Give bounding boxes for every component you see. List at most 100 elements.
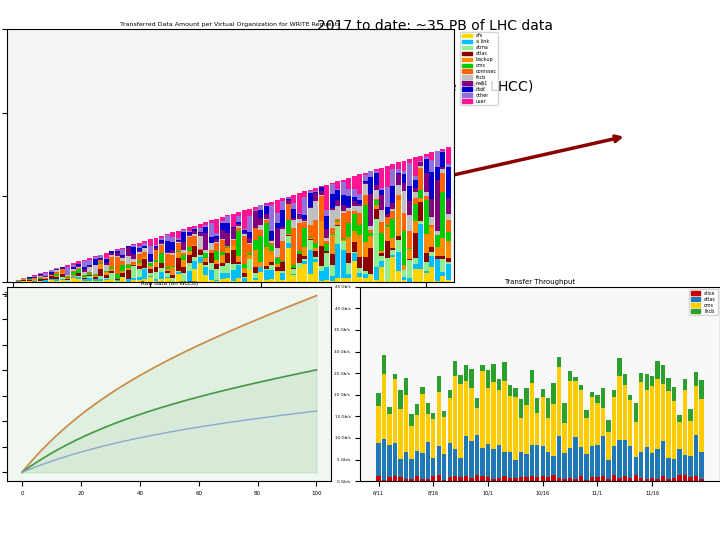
- Bar: [336, 206, 341, 219]
- Bar: [220, 224, 225, 230]
- Bar: [382, 480, 386, 481]
- Bar: [159, 240, 164, 244]
- Bar: [459, 477, 463, 481]
- Bar: [497, 390, 501, 445]
- Bar: [655, 361, 660, 379]
- Bar: [297, 224, 302, 251]
- Bar: [431, 419, 436, 458]
- Bar: [369, 177, 374, 194]
- Bar: [319, 266, 324, 271]
- Bar: [170, 237, 175, 242]
- Bar: [319, 221, 324, 246]
- Bar: [423, 234, 428, 253]
- Bar: [393, 443, 397, 476]
- Bar: [390, 170, 395, 186]
- Bar: [557, 478, 562, 481]
- Bar: [126, 247, 131, 255]
- Bar: [319, 195, 324, 196]
- Bar: [573, 480, 577, 481]
- Bar: [181, 273, 186, 281]
- Bar: [390, 164, 395, 170]
- Bar: [402, 174, 407, 183]
- Bar: [120, 279, 125, 282]
- Bar: [115, 258, 120, 274]
- Bar: [357, 273, 362, 277]
- Bar: [126, 264, 131, 265]
- Bar: [176, 258, 181, 271]
- Bar: [186, 251, 192, 255]
- Bar: [197, 254, 202, 257]
- Bar: [352, 261, 357, 282]
- Bar: [148, 246, 153, 254]
- Bar: [655, 379, 660, 449]
- Bar: [214, 219, 219, 233]
- Bar: [330, 228, 335, 234]
- Bar: [352, 176, 357, 188]
- Bar: [49, 270, 54, 272]
- Bar: [600, 436, 605, 476]
- Bar: [330, 276, 335, 281]
- Bar: [325, 185, 329, 210]
- Bar: [418, 224, 423, 269]
- Bar: [37, 276, 42, 278]
- Bar: [491, 449, 495, 479]
- Bar: [60, 277, 65, 279]
- Bar: [242, 233, 247, 234]
- Bar: [197, 262, 202, 282]
- Bar: [393, 476, 397, 481]
- Bar: [423, 173, 428, 192]
- Bar: [297, 214, 302, 215]
- Bar: [341, 239, 346, 240]
- Bar: [286, 197, 291, 198]
- Bar: [308, 239, 312, 240]
- Bar: [292, 210, 296, 218]
- Bar: [159, 244, 164, 245]
- Bar: [423, 159, 428, 173]
- Bar: [379, 253, 384, 256]
- Bar: [308, 274, 312, 282]
- Bar: [93, 276, 98, 279]
- Bar: [436, 376, 441, 393]
- Bar: [341, 213, 346, 239]
- Bar: [120, 254, 125, 257]
- Bar: [54, 281, 59, 282]
- Bar: [137, 266, 142, 268]
- Bar: [280, 210, 285, 227]
- Bar: [109, 273, 114, 280]
- Bar: [446, 262, 451, 265]
- Bar: [369, 276, 374, 282]
- Bar: [442, 480, 446, 481]
- Bar: [203, 225, 208, 227]
- Bar: [225, 248, 230, 253]
- Bar: [275, 200, 280, 213]
- Bar: [402, 213, 407, 231]
- Bar: [109, 280, 114, 282]
- Bar: [590, 397, 594, 446]
- Bar: [396, 185, 401, 195]
- Bar: [639, 452, 644, 478]
- Bar: [595, 445, 600, 477]
- Bar: [302, 259, 307, 261]
- Bar: [99, 276, 104, 279]
- Bar: [220, 263, 225, 266]
- Bar: [137, 246, 142, 248]
- Bar: [247, 216, 252, 232]
- Bar: [325, 267, 329, 280]
- Bar: [247, 270, 252, 271]
- Bar: [382, 355, 386, 374]
- Bar: [374, 219, 379, 267]
- Bar: [143, 252, 148, 257]
- Bar: [413, 177, 418, 180]
- Bar: [242, 268, 247, 273]
- X-axis label: Time: Time: [222, 303, 239, 309]
- Bar: [148, 262, 153, 263]
- Bar: [148, 263, 153, 266]
- Bar: [269, 244, 274, 245]
- Bar: [634, 422, 638, 457]
- Bar: [76, 273, 81, 276]
- Bar: [418, 202, 423, 221]
- Bar: [409, 414, 413, 426]
- Bar: [524, 477, 528, 481]
- Bar: [393, 379, 397, 443]
- Bar: [82, 261, 87, 267]
